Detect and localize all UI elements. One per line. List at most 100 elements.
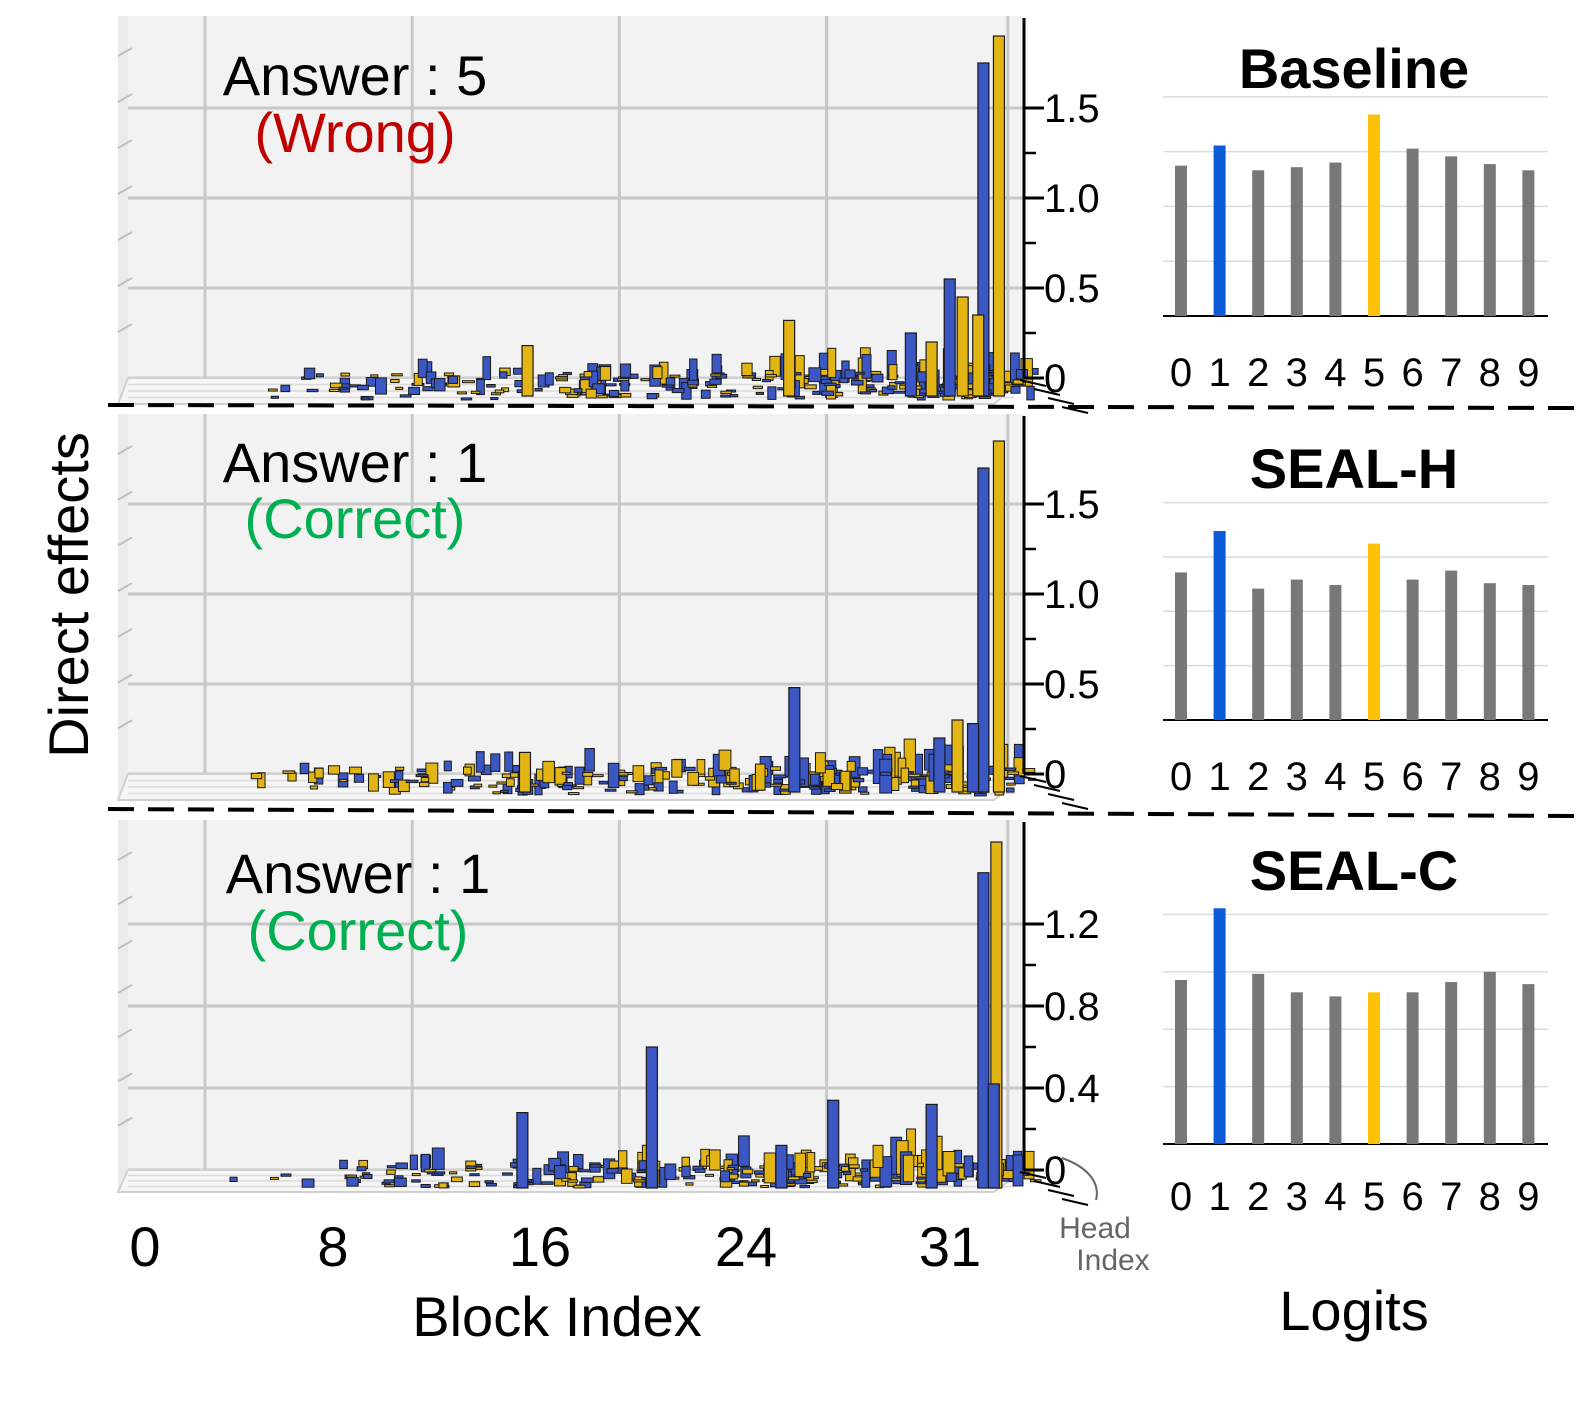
effect-bar-small (466, 1165, 477, 1170)
effect-bar-peak (516, 1111, 529, 1189)
logit-bar (1368, 543, 1380, 720)
logit-tick-label: 1 (1208, 351, 1230, 395)
logit-bar (1329, 996, 1342, 1144)
panel-dividers (107, 403, 1578, 818)
effect-bar-small (505, 778, 515, 787)
effect-bar-small (1007, 771, 1020, 776)
effect-bar-peak (521, 345, 534, 397)
effect-bar-small (779, 788, 790, 792)
head-depth-tick (1019, 1171, 1047, 1179)
effect-bar-small (868, 388, 878, 393)
effect-bar-small (973, 793, 987, 797)
y-axis-label: Direct effects (37, 432, 100, 758)
depth-tick (117, 1028, 133, 1039)
logit-tick-label: 6 (1401, 755, 1423, 799)
effect-bar-small (467, 775, 481, 782)
logits-chart: SEAL-H 0 1 2 3 4 5 6 7 8 9 (1163, 437, 1548, 799)
depth-tick (117, 139, 133, 149)
effect-bar-small (760, 1184, 769, 1189)
effect-bar-small (229, 1176, 238, 1183)
effect-bar-small (648, 787, 657, 791)
z-tick-label: 1.2 (1044, 903, 1100, 947)
logit-tick-label: 6 (1401, 1175, 1423, 1219)
logit-tick-label: 4 (1324, 351, 1346, 395)
effect-bar-small (314, 767, 324, 779)
effect-bar-small (559, 386, 572, 394)
effect-bar-small (640, 378, 650, 382)
z-tick-label: 0.5 (1044, 663, 1100, 707)
effect-bar-small (361, 397, 370, 401)
logit-tick-label: 5 (1363, 351, 1385, 395)
head-axis-curve (1061, 1157, 1098, 1201)
effect-bar-small (685, 1182, 694, 1186)
effect-bar-small (532, 1167, 542, 1185)
logit-bar (1406, 992, 1419, 1144)
z-tick-label: 1.5 (1044, 483, 1100, 527)
effect-bar-small (668, 780, 678, 794)
effect-bar-small (1005, 787, 1015, 793)
effect-bar-small (859, 1168, 868, 1172)
effect-bar-small (704, 776, 716, 781)
effect-bar-small (720, 1170, 731, 1183)
effect-bar-small (653, 782, 664, 792)
effect-bar-small (585, 388, 597, 399)
effect-bar-small (741, 362, 753, 377)
effect-bar-small (664, 1163, 677, 1180)
z-tick-label: 0 (1044, 1149, 1066, 1193)
head-index-line: Head (1059, 1212, 1131, 1245)
depth-tick (117, 231, 133, 241)
effect-bar-small (738, 1135, 750, 1167)
effect-bar-small (908, 785, 920, 789)
effect-bar-small (687, 384, 698, 388)
effect-bar-small (501, 773, 512, 779)
effect-bar-small (496, 781, 508, 785)
logits-chart: Baseline 0 1 2 3 4 5 6 7 8 9 (1163, 37, 1548, 395)
effect-bar-small (715, 775, 727, 784)
effect-bar-small (306, 388, 319, 393)
effect-bar-small (632, 765, 645, 783)
logit-bar (1213, 145, 1226, 316)
effect-bar-small (450, 1176, 463, 1183)
z-tick-label: 0.4 (1044, 1067, 1100, 1111)
logit-tick-label: 5 (1363, 1175, 1385, 1219)
effect-bar-small (598, 780, 609, 785)
x-axis-label: Block Index (412, 1285, 702, 1348)
depth-tick (117, 627, 133, 638)
effect-bar-small (301, 1178, 315, 1188)
effect-bar-small (512, 367, 524, 375)
effect-bar-small (370, 374, 379, 378)
effect-bar-small (473, 783, 483, 788)
block-tick-label: 31 (919, 1215, 981, 1278)
effect-bar-small (456, 391, 468, 395)
effect-bar-small (738, 1181, 750, 1187)
effect-bar-small (861, 1159, 871, 1188)
effect-bar-small (879, 771, 892, 776)
effect-bar-small (462, 766, 472, 775)
logit-bar (1290, 992, 1303, 1144)
head-depth-tick (1061, 1198, 1089, 1206)
effect-bar-small (502, 1172, 513, 1176)
effect-bar-small (755, 391, 765, 395)
effect-bar-small (420, 1184, 431, 1188)
effect-bar-small (763, 1152, 777, 1184)
effect-bar-small (705, 1173, 715, 1177)
effect-bar-small (584, 748, 595, 772)
effect-bar-small (755, 1173, 765, 1178)
z-axis-ticks: 1.5 1.0 0.5 0 (1024, 87, 1100, 401)
effect-bar-small (860, 791, 870, 795)
effect-bar-small (386, 1169, 396, 1175)
effect-bar-small (395, 1162, 408, 1170)
effect-bar-small (469, 1173, 480, 1177)
logit-tick-label: 8 (1479, 755, 1501, 799)
effect-bar-small (416, 768, 427, 773)
effect-bar-small (787, 1176, 800, 1181)
logit-bar (1445, 156, 1458, 316)
effect-bar-small (852, 777, 865, 783)
effect-bar-small (422, 386, 434, 392)
effect-bar-small (425, 762, 439, 784)
depth-tick (117, 939, 133, 950)
z-tick-label: 0.5 (1044, 267, 1100, 311)
logit-bar (1522, 170, 1535, 316)
method-title: Baseline (1239, 37, 1469, 100)
